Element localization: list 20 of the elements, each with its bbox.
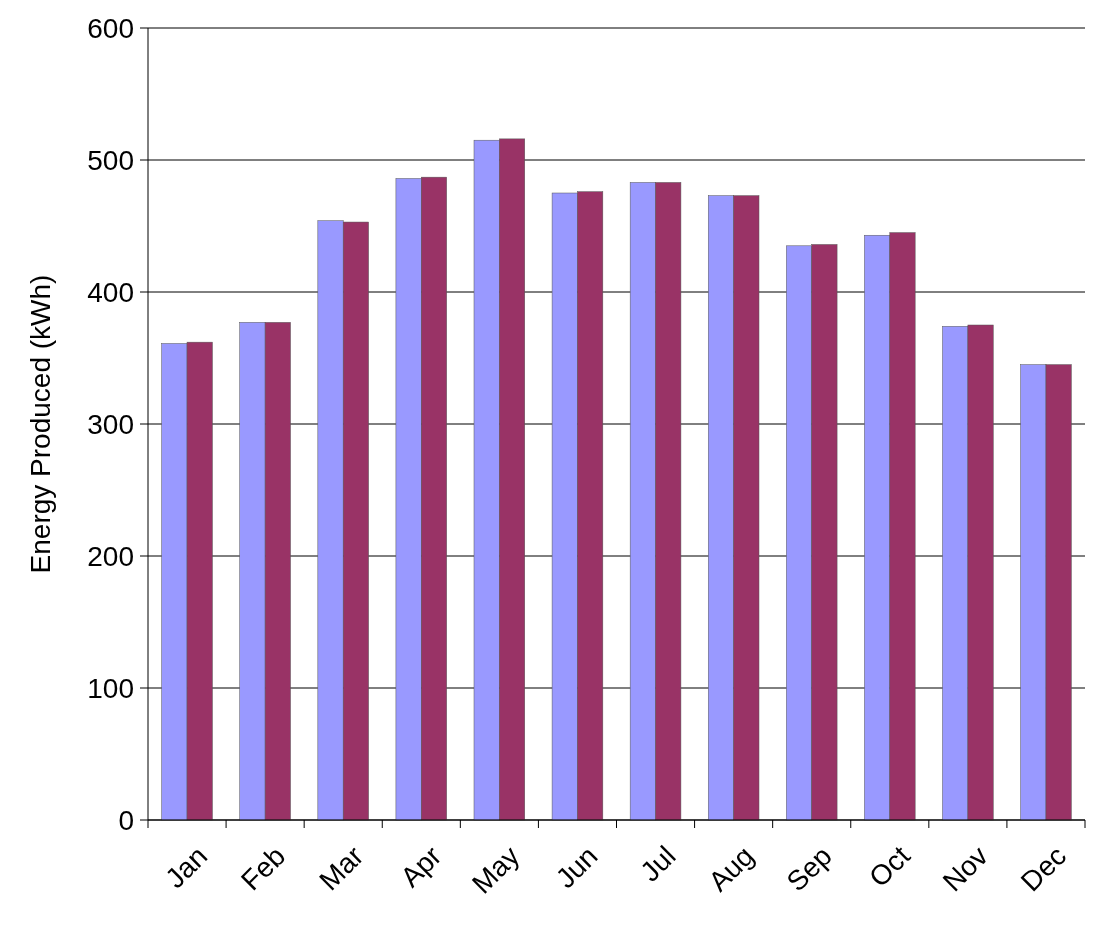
x-tick-label: Jul bbox=[634, 840, 682, 888]
y-tick-label: 500 bbox=[87, 144, 134, 176]
y-tick-label: 600 bbox=[87, 12, 134, 44]
x-tick-label: Mar bbox=[313, 840, 370, 897]
x-tick-label: Dec bbox=[1014, 840, 1073, 898]
y-tick-label: 400 bbox=[87, 276, 134, 308]
y-axis-title: Energy Produced (kWh) bbox=[25, 274, 56, 574]
x-tick-label: May bbox=[466, 840, 526, 900]
x-tick-label: Nov bbox=[936, 840, 994, 898]
x-tick-label: Sep bbox=[780, 840, 838, 898]
y-tick-label: 0 bbox=[118, 804, 134, 836]
x-tick-label: Oct bbox=[863, 840, 917, 893]
x-tick-label: Jun bbox=[549, 840, 604, 895]
x-tick-label: Apr bbox=[394, 840, 448, 893]
y-tick-label: 200 bbox=[87, 540, 134, 572]
x-tick-label: Feb bbox=[235, 840, 292, 897]
x-tick-label: Jan bbox=[159, 840, 214, 895]
x-tick-label: Aug bbox=[702, 840, 760, 898]
y-tick-label: 100 bbox=[87, 672, 134, 704]
y-tick-label: 300 bbox=[87, 408, 134, 440]
